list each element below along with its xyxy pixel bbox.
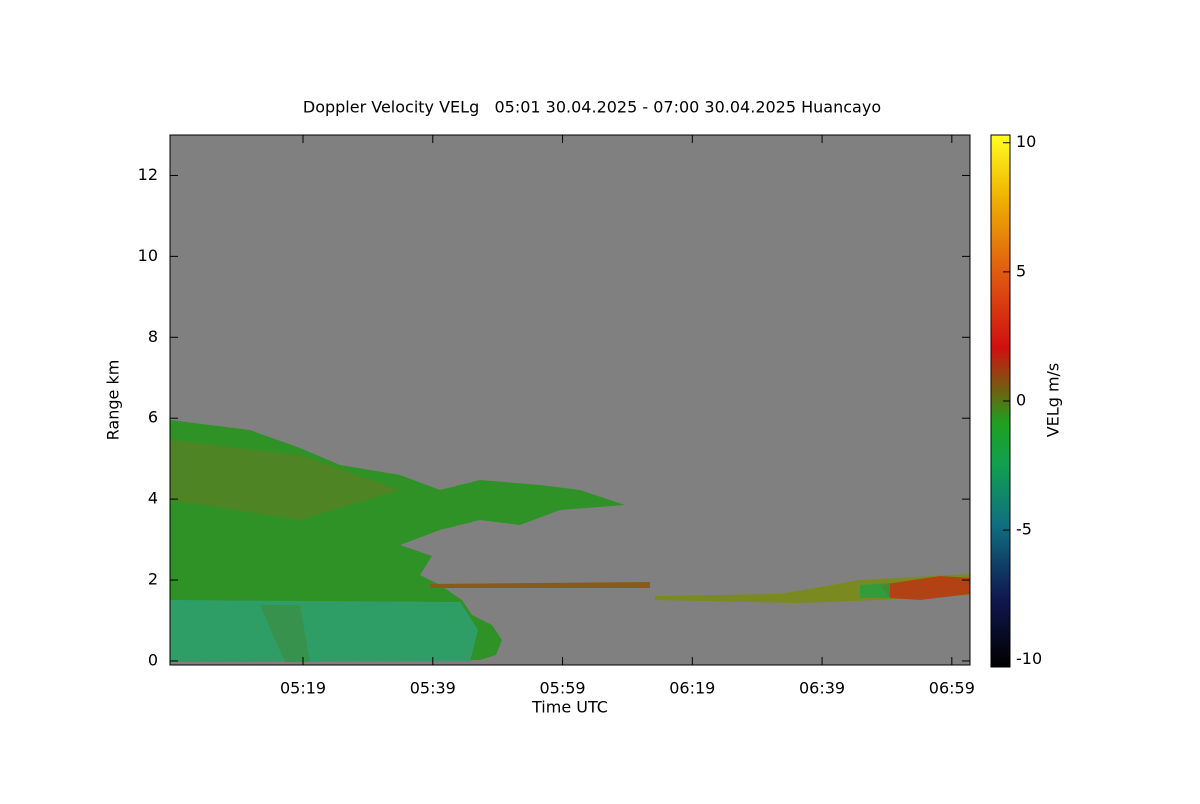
chart-title: Doppler Velocity VELg 05:01 30.04.2025 -… bbox=[303, 98, 881, 117]
echo-field bbox=[170, 135, 970, 665]
y-tick-label: 0 bbox=[148, 650, 158, 669]
x-tick-label: 06:59 bbox=[929, 679, 975, 698]
x-tick-label: 06:19 bbox=[669, 679, 715, 698]
x-tick-label: 06:39 bbox=[799, 679, 845, 698]
y-tick-label: 8 bbox=[148, 327, 158, 346]
y-tick-label: 10 bbox=[138, 246, 158, 265]
y-tick-label: 6 bbox=[148, 408, 158, 427]
y-axis-label: Range km bbox=[104, 360, 123, 441]
colorbar-tick-label: 0 bbox=[1016, 391, 1026, 410]
x-tick-label: 05:19 bbox=[280, 679, 326, 698]
y-tick-label: 4 bbox=[148, 489, 158, 508]
plot-frame bbox=[169, 134, 971, 666]
colorbar-tick-label: 10 bbox=[1016, 132, 1036, 151]
x-tick-label: 05:39 bbox=[410, 679, 456, 698]
x-tick-label: 05:59 bbox=[539, 679, 585, 698]
x-axis-label: Time UTC bbox=[531, 698, 608, 717]
y-tick-label: 2 bbox=[148, 570, 158, 589]
colorbar-tick-label: -10 bbox=[1016, 649, 1042, 668]
y-tick-label: 12 bbox=[138, 165, 158, 184]
colorbar-tick-label: -5 bbox=[1016, 520, 1032, 539]
colorbar-tick-label: 5 bbox=[1016, 261, 1026, 280]
colorbar-label: VELg m/s bbox=[1044, 363, 1063, 438]
